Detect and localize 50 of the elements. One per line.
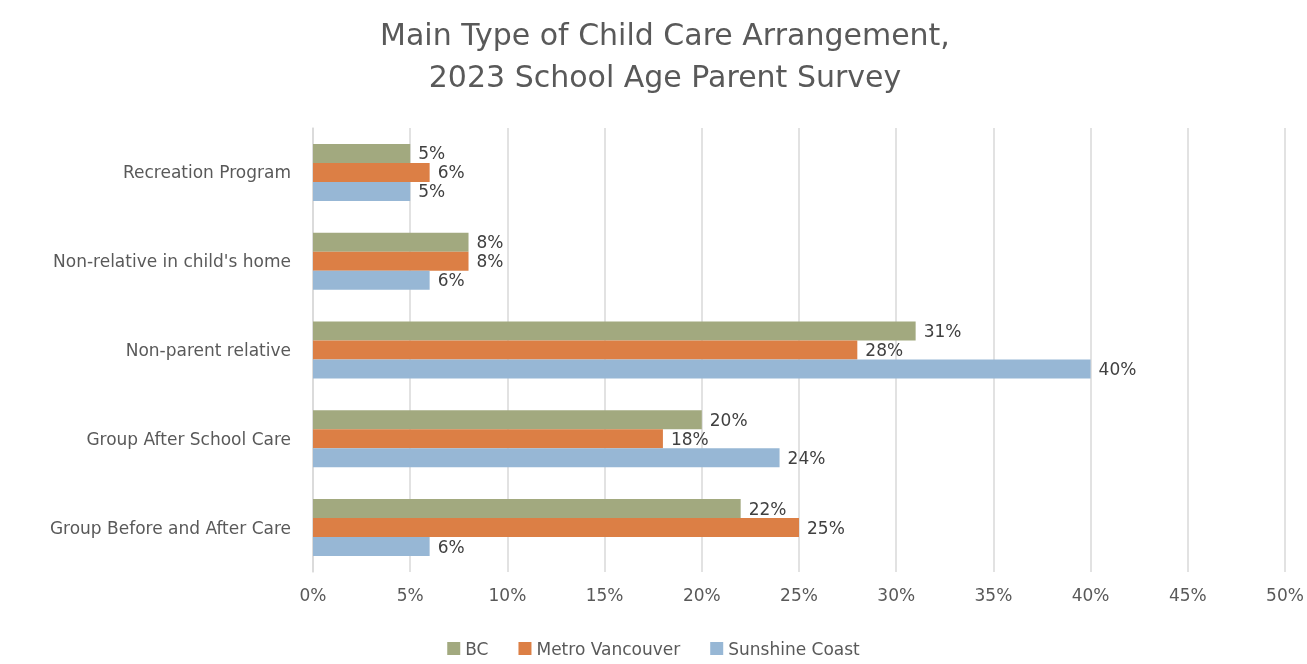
data-label: 6% — [437, 162, 465, 183]
data-label: 8% — [476, 232, 504, 253]
x-tick-label: 10% — [488, 584, 527, 605]
y-tick-label: Non-parent relative — [125, 340, 291, 360]
bar — [313, 448, 780, 468]
data-label: 22% — [748, 498, 787, 519]
bar — [313, 251, 469, 271]
data-label: 28% — [865, 340, 904, 360]
bar — [313, 499, 741, 519]
bar — [313, 143, 411, 163]
x-tick-label: 30% — [877, 584, 916, 605]
bar — [313, 340, 858, 360]
data-label: 18% — [670, 428, 709, 449]
bar — [313, 518, 799, 538]
y-tick-label: Group After School Care — [86, 428, 291, 449]
data-label: 5% — [418, 143, 446, 164]
bar — [313, 410, 702, 430]
x-tick-label: 25% — [780, 584, 818, 605]
x-tick-label: 40% — [1071, 584, 1110, 605]
bar — [313, 429, 663, 449]
x-tick-label: 20% — [682, 584, 721, 605]
bar — [313, 162, 430, 182]
y-tick-label: Recreation Program — [122, 162, 291, 183]
bar — [313, 537, 430, 557]
data-label: 31% — [923, 321, 962, 341]
x-tick-label: 45% — [1168, 584, 1207, 605]
data-label: 24% — [787, 447, 826, 468]
bar — [313, 321, 916, 341]
data-label: 8% — [476, 251, 504, 272]
data-label: 6% — [437, 270, 465, 291]
data-label: 20% — [709, 409, 748, 430]
legend-label: Metro Vancouver — [536, 638, 681, 659]
x-tick-label: 15% — [585, 584, 624, 605]
x-tick-label: 0% — [299, 584, 327, 605]
x-tick-label: 5% — [396, 584, 424, 605]
x-tick-label: 50% — [1266, 584, 1304, 605]
legend-label: Sunshine Coast — [728, 638, 861, 659]
bar — [313, 181, 411, 201]
data-label: 40% — [1098, 359, 1137, 379]
bar — [313, 359, 1091, 379]
chart-title: Main Type of Child Care Arrangement, 2023 School Age Parent Survey — [380, 16, 950, 94]
legend-label: BC — [465, 638, 489, 659]
y-tick-label: Group Before and After Care — [49, 517, 291, 538]
bar — [313, 270, 430, 290]
x-tick-label: 35% — [974, 584, 1013, 605]
bar — [313, 232, 469, 252]
y-tick-label: Non-relative in child's home — [53, 251, 291, 272]
data-label: 6% — [437, 536, 465, 557]
data-label: 25% — [807, 517, 845, 538]
data-label: 5% — [418, 181, 446, 202]
